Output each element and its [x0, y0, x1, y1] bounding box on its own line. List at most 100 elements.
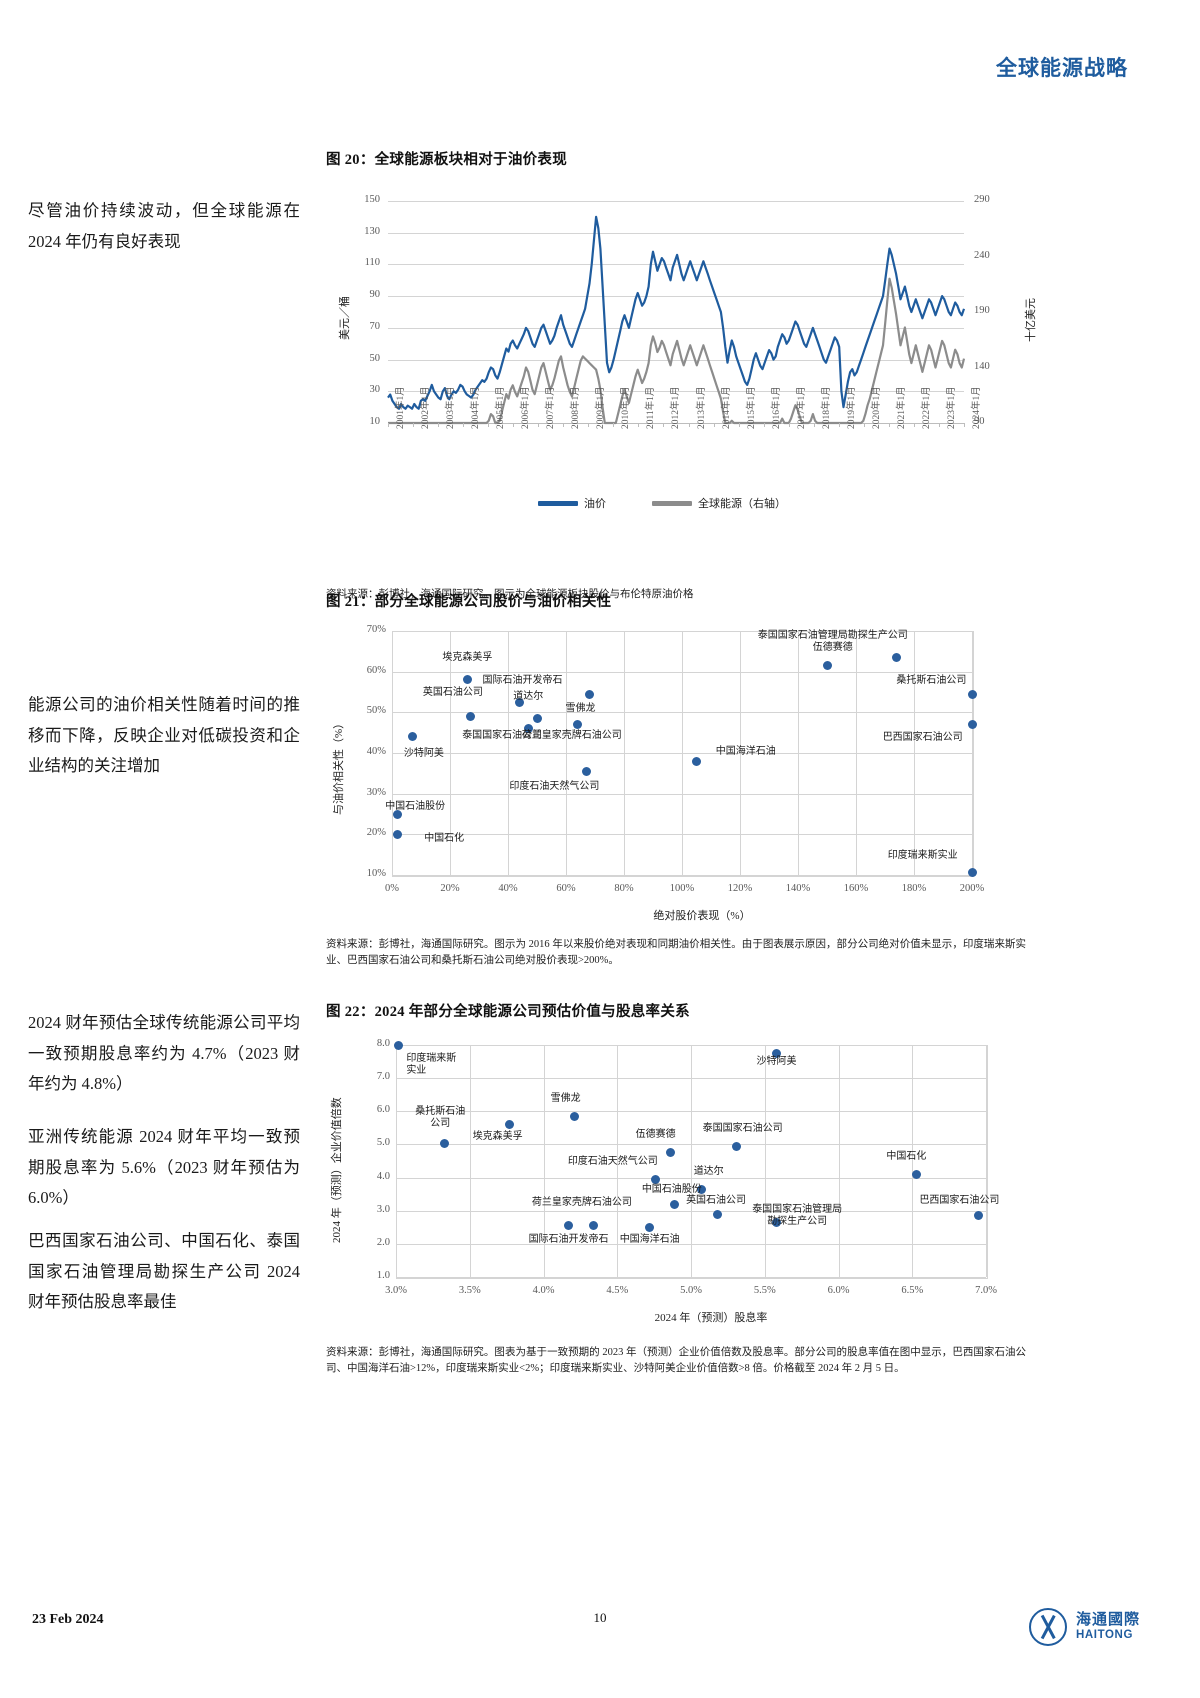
fig20-x-axis	[388, 423, 964, 424]
fig20-legend-swatch-1	[538, 500, 578, 506]
fig21-ytick: 40%	[366, 746, 386, 757]
footer-logo-en: HAITONG	[1075, 1628, 1134, 1641]
fig22-point-label: 巴西国家石油公司	[919, 1195, 1000, 1207]
fig20-xtick: 2019年1月	[846, 386, 857, 429]
fig21-point	[892, 652, 902, 662]
margin-note-2: 能源公司的油价相关性随着时间的推移而下降，反映企业对低碳投资和企业结构的关注增加	[28, 695, 300, 776]
figure-22-label: 图 22：	[326, 1004, 375, 1020]
fig22-plot-area	[396, 1045, 988, 1279]
fig21-point	[584, 689, 594, 699]
fig20-line-1	[387, 215, 966, 410]
fig21-xtick: 160%	[843, 883, 869, 894]
fig21-point-label: 泰国国家石油管理局勘探生产公司	[757, 630, 908, 642]
fig22-point	[772, 1048, 782, 1058]
fig22-gridline-v	[838, 1045, 840, 1277]
figure-22-title: 图 22：2024 年部分全球能源公司预估价值与股息率关系	[326, 1000, 1026, 1021]
fig21-ytick: 70%	[366, 624, 386, 635]
figure-22-source: 资料来源：彭博社，海通国际研究。图表为基于一致预期的 2023 年（预测）企业价…	[326, 1347, 1026, 1375]
fig21-xtick: 140%	[785, 883, 811, 894]
fig22-xtick: 6.0%	[827, 1285, 850, 1296]
fig20-gridline	[388, 359, 964, 361]
figure-20: 图 20：全球能源板块相对于油价表现 10 30 50 70 90 110 130 150 90…	[326, 148, 1037, 603]
fig20-xtick-mark	[713, 423, 715, 427]
fig22-point-label: 泰国国家石油管理局 勘探生产公司	[752, 1204, 842, 1229]
fig21-ytick: 50%	[366, 705, 386, 717]
fig21-point	[573, 720, 583, 730]
fig20-ytick-left: 70	[369, 320, 381, 332]
fig22-point-label: 英国石油公司	[686, 1195, 747, 1207]
fig22-gridline-v	[396, 1045, 397, 1277]
fig20-xtick: 2010年1月	[621, 386, 632, 429]
fig22-ytick: 8.0	[376, 1038, 390, 1049]
footer-page-number: 10	[593, 1610, 607, 1625]
fig21-point-label: 沙特阿美	[403, 748, 444, 760]
fig22-gridline-v	[691, 1045, 692, 1277]
fig20-xtick-mark	[638, 423, 640, 427]
fig21-point	[393, 809, 403, 819]
fig22-x-axis-label: 2024 年（预测）股息率	[654, 1312, 768, 1324]
fig20-xtick-mark	[463, 423, 465, 427]
fig20-xtick: 2023年1月	[946, 386, 957, 429]
fig20-xtick: 2007年1月	[546, 386, 557, 429]
fig22-point	[440, 1139, 450, 1149]
figure-22: 图 22：2024 年部分全球能源公司预估价值与股息率关系 1.0 2.0 3.0 4…	[326, 1000, 1026, 1378]
figure-21-source: 资料来源：彭博社，海通国际研究。图示为 2016 年以来股价绝对表现和同期油价相…	[326, 939, 1026, 967]
fig20-xtick: 2022年1月	[921, 386, 932, 429]
fig22-point-label-line: 公司	[430, 1118, 451, 1130]
fig22-point-label: 桑托斯石油 公司	[415, 1106, 465, 1131]
figure-20-title: 图 20：全球能源板块相对于油价表现	[326, 148, 1026, 169]
fig21-point-label: 桑托斯石油公司	[896, 674, 967, 686]
fig22-point-label: 道达尔	[693, 1165, 724, 1177]
fig20-xtick: 2012年1月	[671, 386, 682, 429]
fig20-xtick: 2024年1月	[972, 386, 982, 429]
fig20-gridline	[388, 296, 964, 298]
fig22-xtick: 3.0%	[385, 1285, 407, 1296]
fig22-ytick: 2.0	[376, 1236, 390, 1248]
figure-21-chart: 10% 20% 30% 40% 50% 60% 70% 0% 20% 40% 60% 80% 100% 1…	[326, 617, 1026, 927]
fig21-point-label: 中国石油股份	[385, 800, 446, 812]
fig20-xtick: 2016年1月	[771, 386, 782, 429]
fig21-gridline-v	[508, 631, 509, 875]
fig20-ytick-right: 290	[974, 194, 990, 205]
fig20-xtick-mark	[863, 423, 865, 427]
fig21-gridline-v	[798, 631, 799, 875]
fig20-xtick-mark	[913, 423, 915, 427]
margin-note-3: 2024 财年预估全球传统能源公司平均一致预期股息率约为 4.7%（2023 财…	[28, 1013, 300, 1094]
figure-20-label: 图 20：	[326, 152, 375, 168]
fig20-xtick-mark	[413, 423, 415, 427]
fig20-ytick-left: 110	[364, 257, 380, 269]
fig20-xtick: 2003年1月	[446, 386, 457, 429]
fig21-gridline-v	[740, 631, 741, 875]
fig20-xtick: 2015年1月	[746, 386, 757, 429]
fig22-point-label: 泰国国家石油公司	[702, 1122, 783, 1134]
fig21-point-label: 泰国国家石油公司	[462, 729, 543, 741]
fig22-ytick: 5.0	[376, 1137, 390, 1149]
fig20-ytick-left: 130	[364, 225, 380, 237]
fig22-point-label: 荷兰皇家壳牌石油公司	[531, 1197, 632, 1209]
fig22-xtick: 5.0%	[680, 1285, 702, 1296]
fig22-xtick: 3.5%	[458, 1285, 481, 1296]
fig22-gridline-v	[986, 1045, 987, 1277]
fig22-xtick: 6.5%	[901, 1285, 924, 1296]
figure-20-title-text: 全球能源板块相对于油价表现	[374, 152, 568, 168]
fig21-xtick: 200%	[959, 883, 985, 894]
fig21-point-label: 道达尔	[513, 691, 544, 703]
fig20-legend-item-2: 全球能源（右轴）	[652, 495, 786, 511]
fig20-ytick-left: 90	[369, 289, 381, 301]
fig21-gridline-v	[450, 631, 451, 875]
figure-20-source: 资料来源：彭博社，海通国际研究。图示为全球能源板块股价与布伦特原油价格	[326, 589, 694, 600]
footer-logo: 海通國際 HAITONG	[1028, 1608, 1140, 1646]
fig21-gridline-v	[972, 631, 973, 875]
fig20-xtick-mark	[663, 423, 665, 427]
fig20-ytick-right: 190	[974, 305, 990, 316]
fig20-xtick-mark	[788, 423, 790, 427]
fig21-point	[407, 732, 417, 742]
figure-21-title-text: 部分全球能源公司股价与油价相关性	[374, 594, 612, 610]
fig21-point	[822, 661, 832, 671]
fig22-point-label-line: 印度瑞来斯	[406, 1052, 457, 1064]
fig20-xtick-mark	[563, 423, 565, 427]
figure-21-label: 图 21：	[326, 594, 375, 610]
fig20-xtick: 2020年1月	[871, 386, 882, 429]
fig22-xtick: 4.0%	[532, 1285, 555, 1296]
fig20-xtick-mark	[763, 423, 765, 427]
